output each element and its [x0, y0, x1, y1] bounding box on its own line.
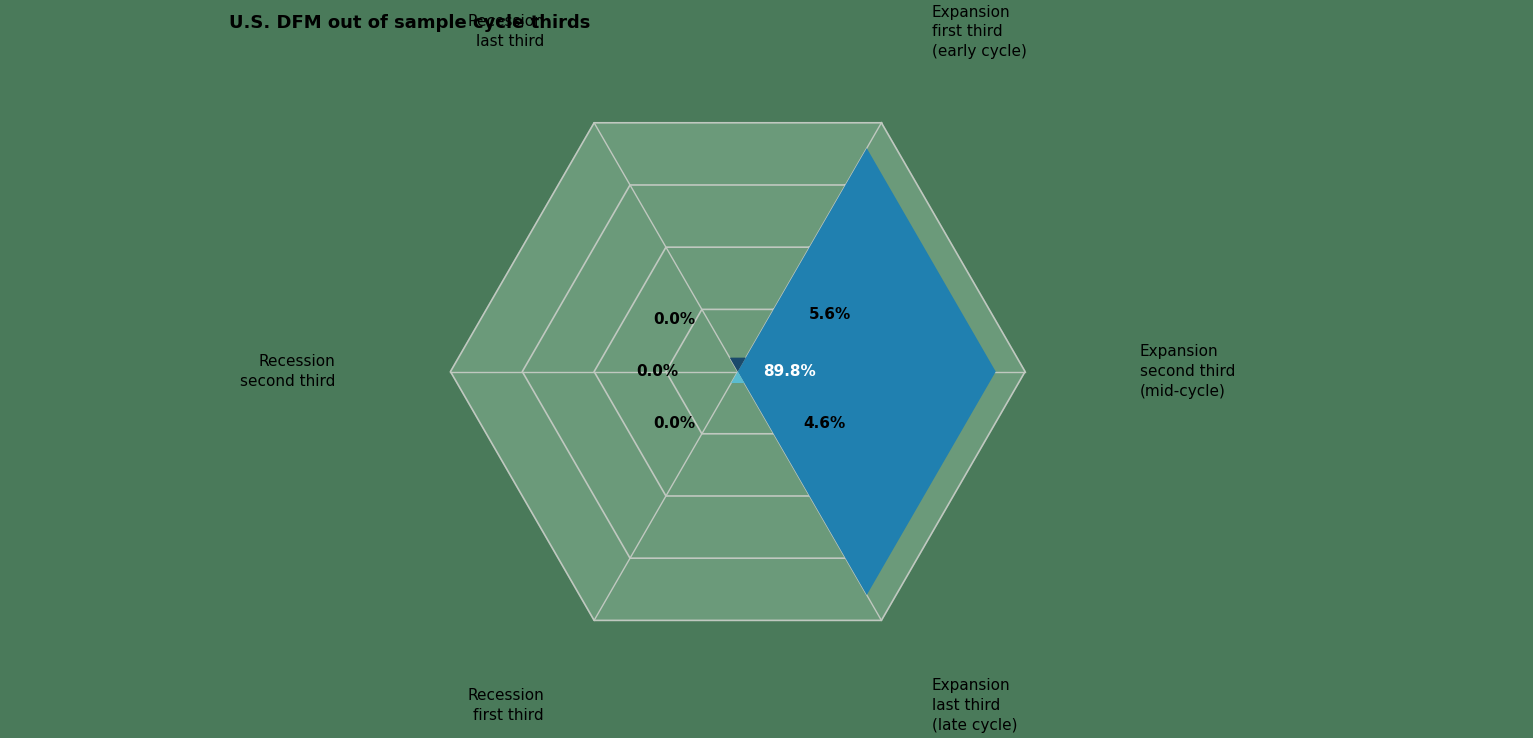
- Text: 0.0%: 0.0%: [653, 415, 696, 431]
- Text: 4.6%: 4.6%: [803, 415, 845, 431]
- Polygon shape: [737, 148, 996, 595]
- Polygon shape: [730, 358, 747, 372]
- Text: Recession
second third: Recession second third: [241, 354, 336, 389]
- Text: Expansion
first third
(early cycle): Expansion first third (early cycle): [932, 4, 1027, 59]
- Polygon shape: [523, 185, 954, 558]
- Text: 0.0%: 0.0%: [636, 364, 679, 379]
- Text: Expansion
second third
(mid-cycle): Expansion second third (mid-cycle): [1141, 345, 1236, 399]
- Polygon shape: [665, 309, 809, 434]
- Text: Recession
first third: Recession first third: [468, 688, 544, 723]
- Polygon shape: [731, 372, 745, 383]
- Text: Recession
last third: Recession last third: [468, 15, 544, 49]
- Polygon shape: [595, 247, 881, 496]
- Text: 0.0%: 0.0%: [653, 312, 696, 328]
- Text: Expansion
last third
(late cycle): Expansion last third (late cycle): [932, 678, 1018, 733]
- Text: U.S. DFM out of sample cycle thirds: U.S. DFM out of sample cycle thirds: [228, 14, 590, 32]
- Polygon shape: [451, 123, 1026, 621]
- Text: 89.8%: 89.8%: [763, 364, 816, 379]
- Text: 5.6%: 5.6%: [808, 306, 851, 322]
